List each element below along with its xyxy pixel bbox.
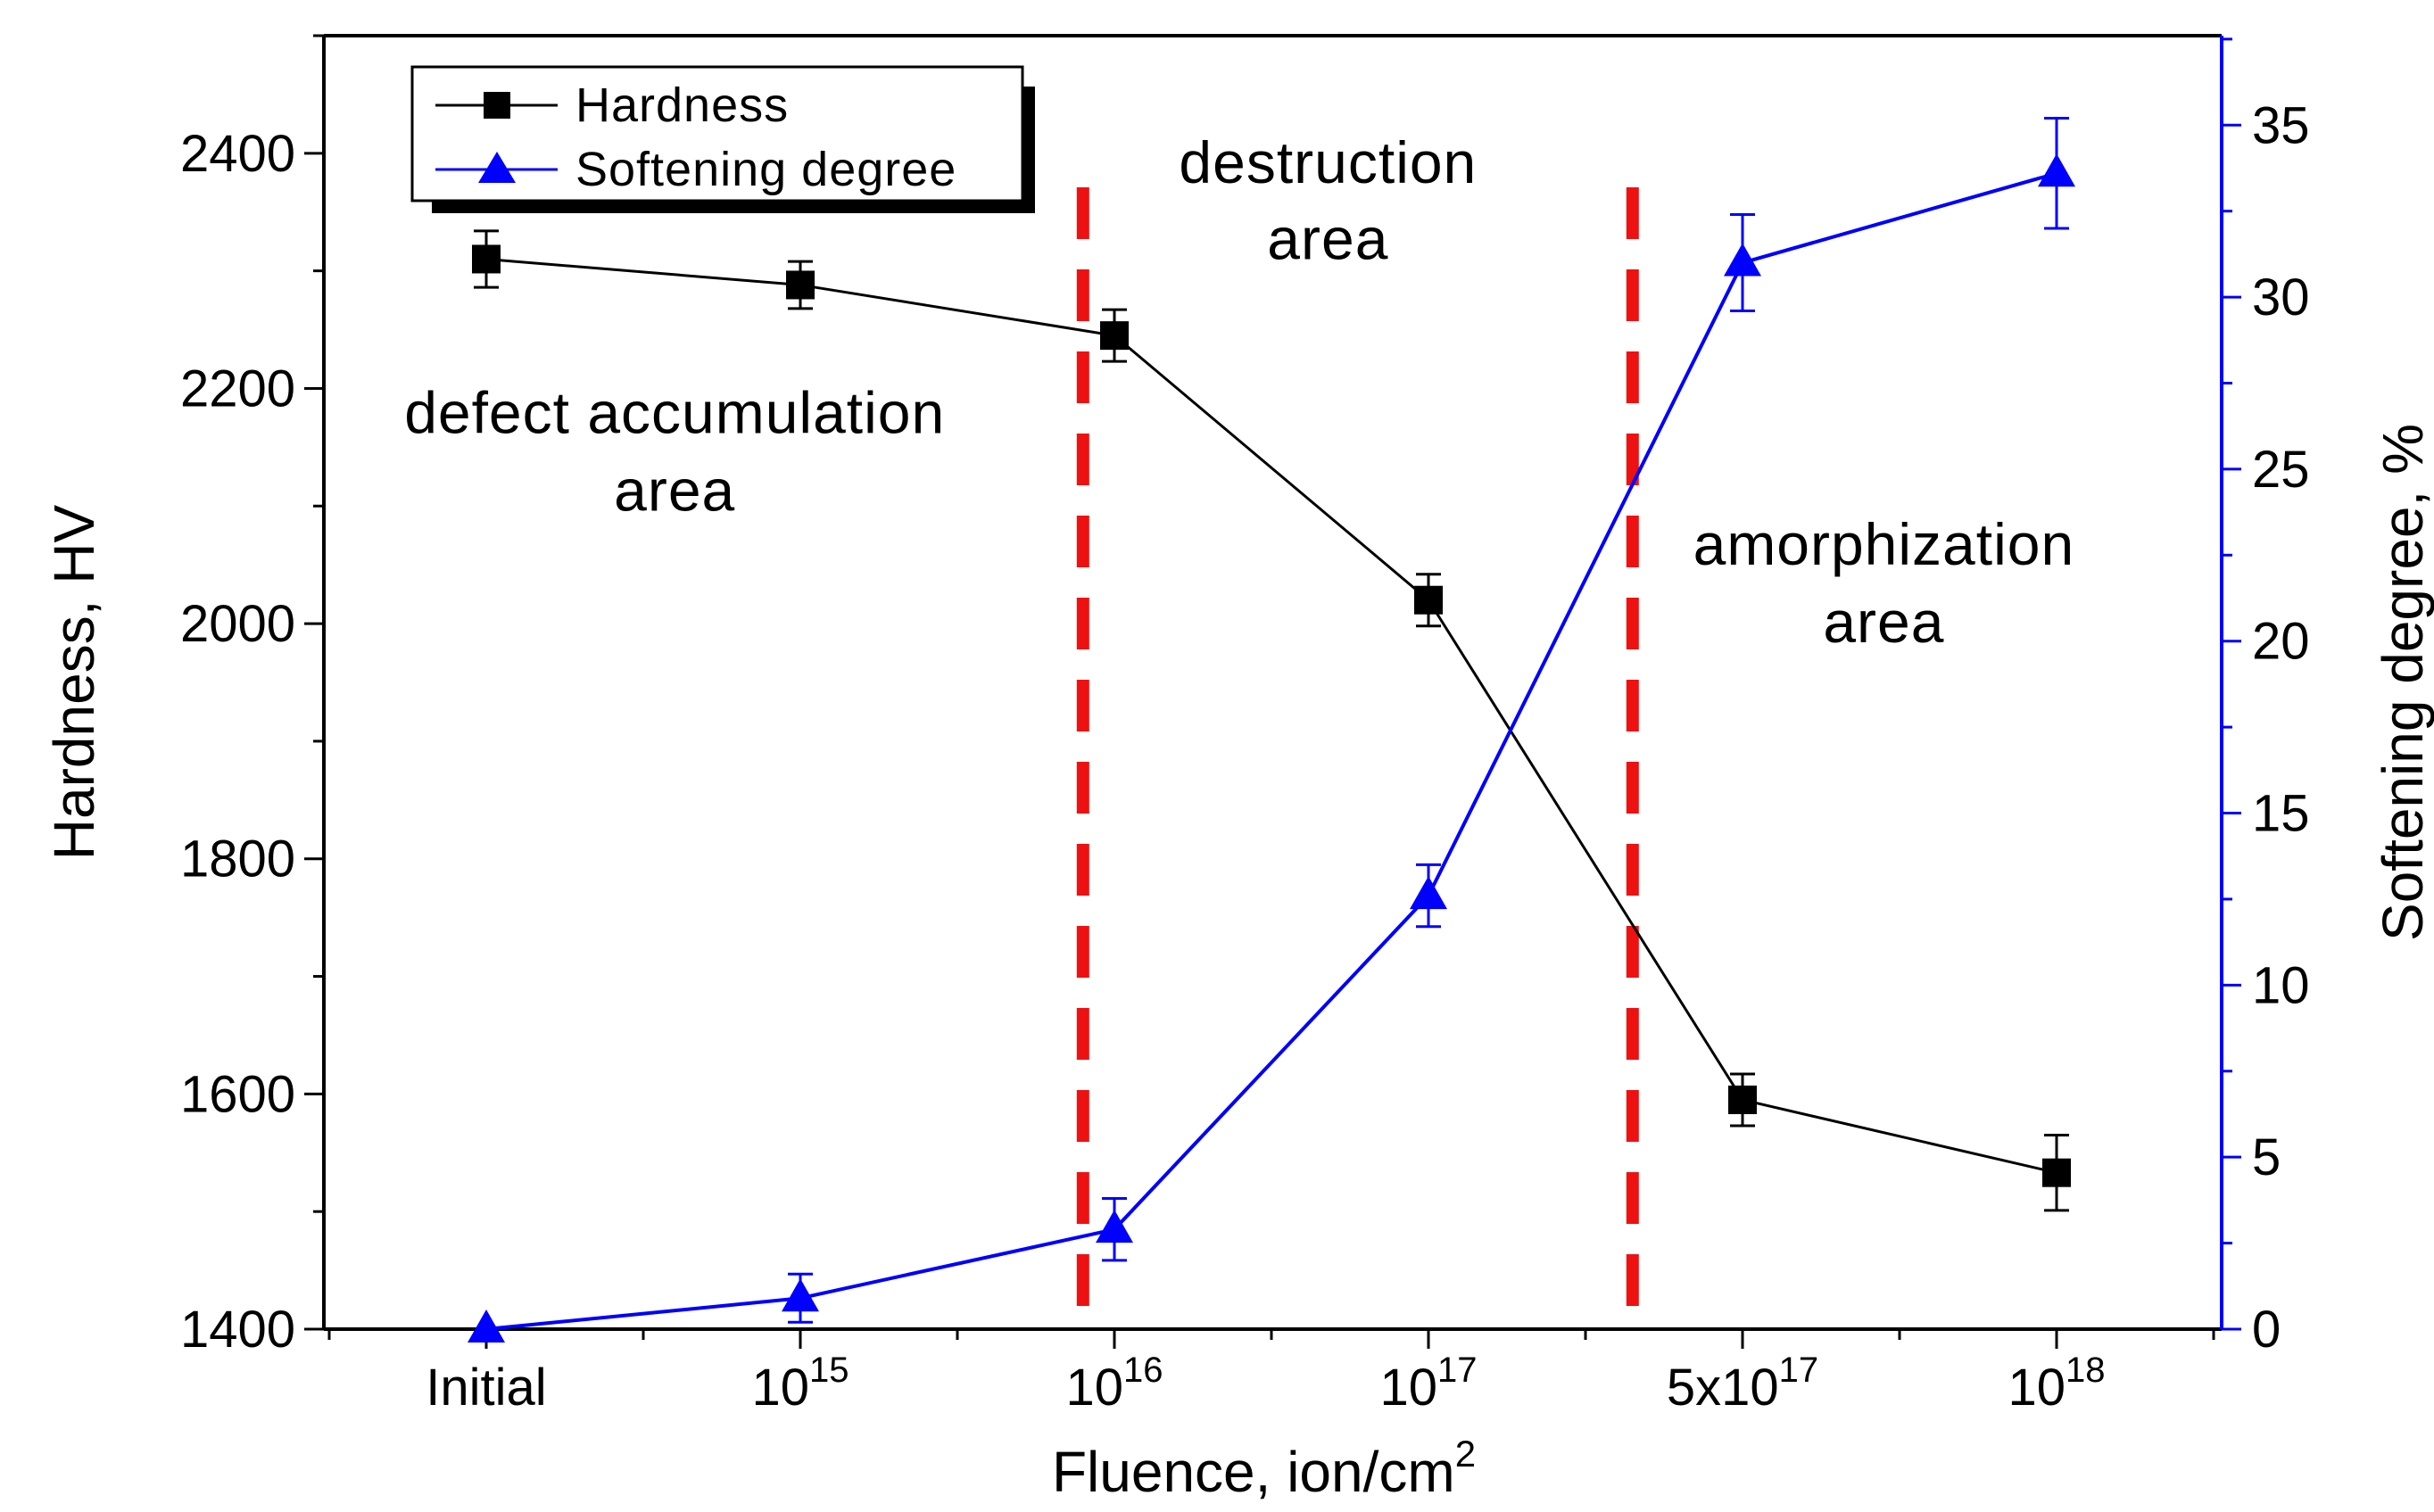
- data-point-triangle: [1724, 243, 1761, 277]
- left-tick-label: 1800: [180, 830, 295, 888]
- data-point-triangle: [468, 1310, 505, 1343]
- data-point-square: [2042, 1158, 2071, 1187]
- data-point-square: [1100, 321, 1129, 351]
- region-label: destruction: [1179, 129, 1477, 195]
- data-point-triangle: [1096, 1210, 1133, 1243]
- right-tick-label: 15: [2252, 785, 2310, 843]
- data-point-triangle: [2038, 153, 2075, 187]
- legend-shadow-bottom: [432, 201, 1035, 213]
- legend-softening-marker: [478, 152, 516, 183]
- series-line-square: [485, 257, 2057, 1175]
- data-point-triangle: [1410, 876, 1447, 910]
- right-tick-label: 35: [2252, 96, 2310, 154]
- right-tick-label: 10: [2252, 956, 2310, 1014]
- region-label: area: [1823, 589, 1944, 655]
- legend-shadow-right: [1022, 87, 1035, 213]
- data-point-square: [472, 244, 501, 274]
- region-label: area: [1267, 205, 1388, 271]
- data-point-triangle: [782, 1278, 819, 1312]
- y-axis-title-right: Softening degree, %: [2371, 424, 2434, 941]
- x-axis-title: Fluence, ion/cm2: [1052, 1433, 1476, 1504]
- region-boundaries: [1076, 187, 1639, 1318]
- bottom-tick-label: 1018: [2008, 1351, 2105, 1417]
- bottom-tick-label: 5x1017: [1667, 1351, 1818, 1417]
- right-tick-label: 25: [2252, 441, 2310, 499]
- bottom-tick-label: 1016: [1065, 1351, 1163, 1417]
- left-tick-label: 1600: [180, 1065, 295, 1123]
- axes: [304, 34, 2241, 1349]
- bottom-tick-label: 1017: [1379, 1351, 1477, 1417]
- region-label: defect accumulation: [404, 380, 945, 446]
- region-label: area: [614, 458, 735, 524]
- legend-softening-label: Softening degree: [575, 143, 956, 196]
- right-tick-label: 5: [2252, 1128, 2281, 1186]
- right-tick-label: 30: [2252, 269, 2310, 326]
- legend: Hardness Softening degree: [410, 65, 1035, 213]
- left-tick-label: 2400: [180, 125, 295, 183]
- legend-hardness-marker: [484, 92, 510, 119]
- region-label: amorphization: [1693, 511, 2075, 577]
- right-tick-label: 20: [2252, 613, 2310, 671]
- bottom-tick-label: Initial: [426, 1359, 546, 1417]
- legend-hardness-label: Hardness: [575, 78, 789, 132]
- data-point-square: [1414, 585, 1443, 615]
- data-point-square: [786, 270, 815, 300]
- data-point-square: [1728, 1085, 1757, 1114]
- y-axis-title-left: Hardness, HV: [42, 505, 106, 861]
- left-tick-label: 1400: [180, 1301, 295, 1359]
- bottom-tick-label: 1015: [751, 1351, 849, 1417]
- series: [468, 117, 2075, 1343]
- left-tick-label: 2200: [180, 359, 295, 417]
- right-tick-label: 0: [2252, 1301, 2281, 1359]
- labels: 14001600180020002200240005101520253035In…: [42, 96, 2434, 1504]
- left-tick-label: 2000: [180, 595, 295, 653]
- series-line-triangle: [485, 171, 2057, 1331]
